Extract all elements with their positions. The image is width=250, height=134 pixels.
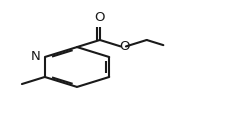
Text: O: O — [94, 11, 105, 24]
Text: N: N — [31, 50, 40, 63]
Text: O: O — [120, 40, 130, 53]
